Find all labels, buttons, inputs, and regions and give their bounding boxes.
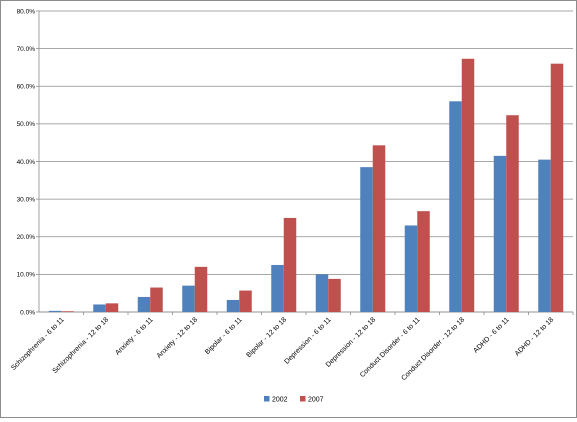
bar-2002-1 [48,310,62,312]
bar-2002-7 [315,274,329,312]
x-category-label: Depression - 6 to 11 [284,316,333,365]
x-category-label: Depression - 12 to 18 [325,316,377,368]
bar-2007-10 [461,58,475,312]
legend-label-2002: 2002 [272,397,288,404]
y-tick-label: 60.0% [17,84,36,91]
axes [36,10,574,315]
bar-2002-8 [360,167,373,312]
y-tick-label: 0.0% [20,309,35,316]
bar-2002-5 [226,299,240,312]
bar-2007-11 [506,115,519,312]
bar-2007-3 [150,287,163,312]
bar-2002-12 [538,159,551,312]
x-category-label: Bipolar - 12 to 18 [246,316,289,359]
legend-label-2007: 2007 [308,397,324,404]
bar-2007-9 [417,211,430,312]
y-tick-label: 80.0% [17,8,36,15]
bar-2002-4 [182,285,195,312]
y-tick-label: 10.0% [17,272,36,279]
bar-2007-8 [372,145,386,312]
legend-swatch-2002 [264,396,270,402]
x-category-label: Anxiety - 12 to 18 [156,316,200,360]
x-category-label: ADHD - 12 to 18 [514,316,555,357]
y-tick-label: 70.0% [17,46,36,53]
y-tick-label: 20.0% [17,234,36,241]
x-category-label: ADHD - 6 to 11 [473,316,511,354]
bar-2007-7 [328,278,341,312]
bar-2002-6 [271,264,284,312]
y-tick-label: 50.0% [17,121,36,128]
x-category-label: Anxiety - 6 to 11 [114,316,154,356]
bar-2002-3 [137,296,151,312]
bar-2002-11 [493,155,507,312]
y-tick-label: 40.0% [17,159,36,166]
bar-2007-4 [194,266,208,312]
x-category-label: Bipolar - 6 to 11 [204,316,244,356]
legend-swatch-2007 [300,396,306,402]
y-tick-labels: 0.0% 10.0% 20.0% 30.0% 40.0% 50.0% 60.0% 70.0% 8… [17,8,36,316]
bar-2007-1 [61,311,74,312]
y-tick-label: 30.0% [17,196,36,203]
bar-2002-2 [93,304,106,312]
bar-2007-12 [550,63,564,312]
gridlines [39,10,573,313]
bar-2007-6 [283,217,297,312]
bar-2002-10 [449,101,462,312]
bar-2007-5 [239,290,252,312]
legend: 2002 2007 [264,396,324,404]
bars [48,58,564,312]
bar-2007-2 [105,303,119,312]
bar-2002-9 [404,225,418,312]
